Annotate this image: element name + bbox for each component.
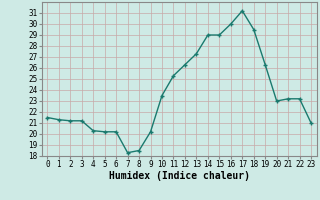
X-axis label: Humidex (Indice chaleur): Humidex (Indice chaleur) <box>109 171 250 181</box>
